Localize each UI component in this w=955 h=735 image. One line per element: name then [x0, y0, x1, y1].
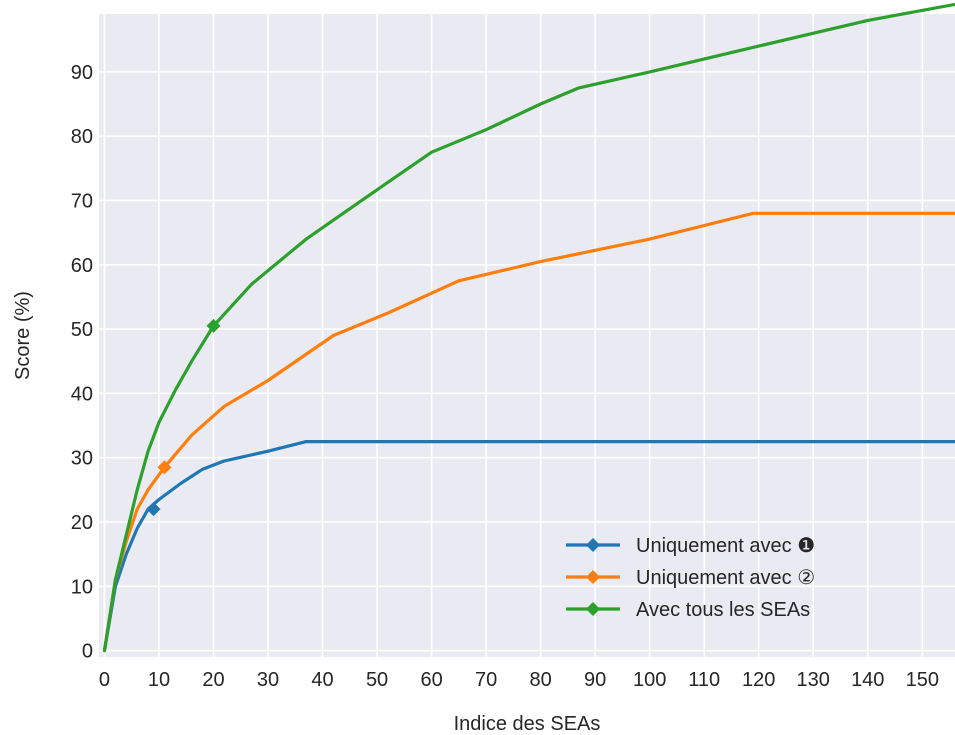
x-tick-label: 40: [311, 669, 333, 691]
x-tick-label: 100: [633, 669, 666, 691]
legend-swatch-marker: [586, 602, 600, 616]
series-marker-2: [157, 460, 172, 475]
y-tick-label: 50: [71, 319, 93, 341]
series-layer: [102, 2, 955, 653]
legend-swatch-marker: [586, 570, 600, 584]
legend-item-2: Uniquement avec ②: [566, 567, 815, 589]
y-tick-label: 70: [71, 190, 93, 212]
legend-label: Uniquement avec ②: [636, 567, 815, 589]
series-1: [102, 440, 955, 653]
x-tick-label: 150: [906, 669, 939, 691]
y-axis-label: Score (%): [12, 291, 34, 380]
y-tick-label: 20: [71, 512, 93, 534]
x-tick-labels: 0 10 20 30 40 50 60 70 80 90 100 110 120 130 140 150: [99, 669, 939, 691]
plot-area: [99, 14, 955, 657]
x-axis-label: Indice des SEAs: [454, 713, 601, 735]
legend-label: Uniquement avec ❶: [636, 535, 815, 557]
x-tick-label: 70: [475, 669, 497, 691]
legend-item-1: Uniquement avec ❶: [566, 535, 815, 557]
x-tick-label: 80: [530, 669, 552, 691]
series-2: [102, 211, 955, 653]
y-tick-label: 40: [71, 383, 93, 405]
x-tick-label: 20: [202, 669, 224, 691]
grid-lines: [99, 14, 955, 657]
legend-swatch-marker: [586, 538, 600, 552]
x-tick-label: 110: [688, 669, 720, 691]
x-tick-label: 120: [742, 669, 775, 691]
series-line-2: [102, 211, 955, 653]
x-tick-label: 50: [366, 669, 388, 691]
x-tick-label: 90: [584, 669, 606, 691]
series-marker-3: [206, 318, 221, 333]
x-tick-label: 60: [420, 669, 442, 691]
y-tick-label: 10: [71, 576, 93, 598]
y-tick-label: 60: [71, 255, 93, 277]
legend: Uniquement avec ❶ Uniquement avec ② Avec t…: [566, 535, 815, 621]
series-marker-1: [146, 502, 161, 517]
y-tick-label: 30: [71, 448, 93, 470]
x-tick-label: 130: [797, 669, 830, 691]
series-3: [102, 2, 955, 653]
y-tick-label: 90: [71, 62, 93, 84]
x-tick-label: 10: [148, 669, 170, 691]
series-line-1: [102, 440, 955, 653]
series-line-3: [102, 2, 955, 653]
legend-label: Avec tous les SEAs: [636, 599, 810, 621]
x-tick-label: 0: [99, 669, 110, 691]
x-tick-label: 140: [851, 669, 884, 691]
y-tick-labels: 0 10 20 30 40 50 60 70 80 90: [71, 62, 93, 663]
y-tick-label: 0: [82, 641, 93, 663]
legend-item-3: Avec tous les SEAs: [566, 599, 810, 621]
y-tick-label: 80: [71, 126, 93, 148]
x-tick-label: 30: [257, 669, 279, 691]
